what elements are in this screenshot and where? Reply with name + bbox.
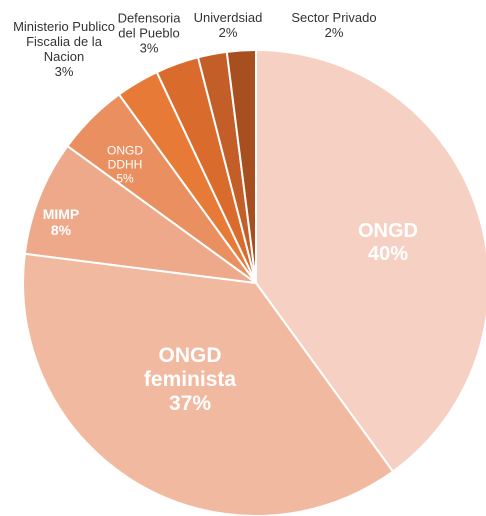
category-name: ONGD — [358, 220, 418, 242]
value-label: 37% — [168, 392, 212, 416]
slice-label: Defensoria del Pueblo 3% — [108, 10, 190, 57]
slice-label: ONGD 40% — [328, 220, 448, 266]
pie-slice — [255, 48, 486, 473]
slice-label: ONGD feminista 37% — [133, 344, 248, 416]
pie-slice — [23, 144, 257, 284]
slice-label: Ministerio Publico Fiscalia de la Nacion… — [10, 19, 118, 80]
category-name: Sector Privado — [291, 10, 377, 26]
pie-slice — [22, 252, 395, 516]
slice-label: Univerdsiad 2% — [183, 10, 273, 41]
category-name: Ministerio Publico Fiscalia de la Nacion — [13, 19, 115, 64]
category-name: Defensoria del Pueblo — [117, 10, 181, 41]
value-label: 5% — [116, 170, 134, 185]
category-name: MIMP — [42, 205, 80, 222]
slice-label: ONGD DDHH 5% — [103, 144, 148, 185]
slice-label: Sector Privado 2% — [279, 10, 389, 41]
value-label: 3% — [54, 63, 74, 79]
slice-label: MIMP 8% — [31, 206, 91, 238]
pie-slice — [225, 48, 257, 284]
value-label: 2% — [324, 25, 344, 40]
category-name: ONGD DDHH — [107, 143, 143, 172]
value-label: 2% — [218, 25, 238, 40]
value-label: 40% — [367, 243, 409, 265]
value-label: 3% — [139, 40, 159, 56]
value-label: 8% — [50, 222, 72, 238]
category-name: Univerdsiad — [193, 10, 263, 26]
category-name: ONGD feminista — [143, 343, 237, 391]
